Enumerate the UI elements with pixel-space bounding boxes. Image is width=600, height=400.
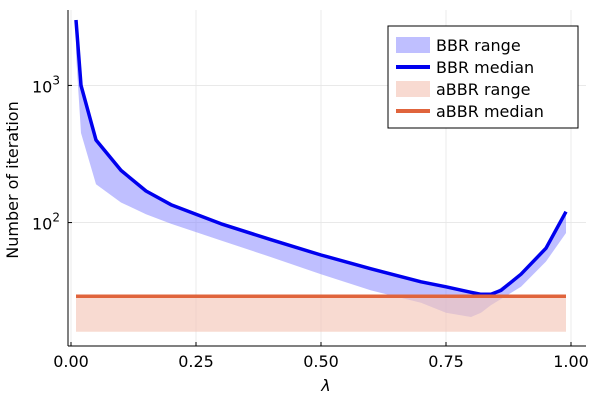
series-line-1 bbox=[74, 19, 568, 297]
x-tick-label-4: 1.00 bbox=[553, 352, 589, 371]
y-axis-label: Number of iteration bbox=[3, 101, 22, 258]
tick-labels: 0.00 0.25 0.50 0.75 1.00 103 102 bbox=[32, 73, 589, 371]
x-tick-label-2: 0.50 bbox=[303, 352, 339, 371]
range-bands bbox=[76, 20, 566, 332]
x-axis-label: λ bbox=[320, 376, 330, 395]
median-lines bbox=[74, 19, 568, 299]
legend-label-1: BBR median bbox=[436, 58, 534, 77]
legend: BBR range BBR median aBBR range aBBR median bbox=[387, 25, 579, 129]
band-0 bbox=[76, 20, 566, 317]
legend-swatch-2 bbox=[396, 81, 430, 97]
legend-label-2: aBBR range bbox=[436, 80, 530, 99]
y-tick-label-0: 103 bbox=[32, 73, 60, 96]
axes bbox=[67, 10, 586, 347]
legend-label-3: aBBR median bbox=[436, 102, 544, 121]
y-tick-label-1: 102 bbox=[32, 211, 60, 234]
band-2 bbox=[76, 296, 566, 332]
legend-label-0: BBR range bbox=[436, 36, 521, 55]
legend-swatch-0 bbox=[396, 37, 430, 53]
x-tick-label-0: 0.00 bbox=[53, 352, 89, 371]
x-tick-label-1: 0.25 bbox=[178, 352, 214, 371]
x-tick-label-3: 0.75 bbox=[428, 352, 464, 371]
